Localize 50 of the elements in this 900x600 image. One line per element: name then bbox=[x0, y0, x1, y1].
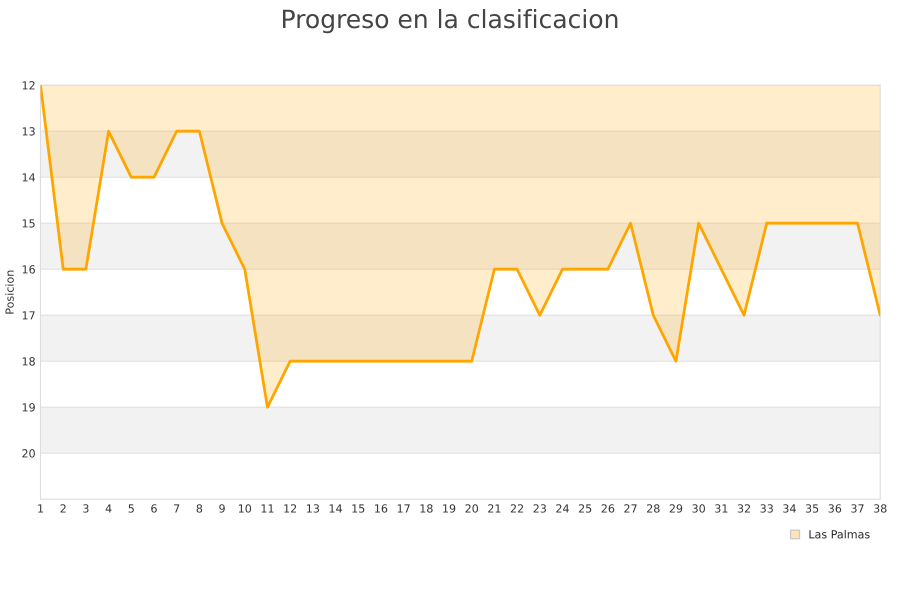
x-tick-label: 16 bbox=[375, 504, 388, 513]
x-tick-label: 6 bbox=[151, 504, 157, 513]
x-tick-label: 28 bbox=[647, 504, 660, 513]
y-tick-label: 16 bbox=[22, 265, 35, 274]
y-tick-label: 19 bbox=[22, 403, 35, 412]
y-tick-label: 17 bbox=[22, 311, 35, 320]
x-tick-label: 8 bbox=[196, 504, 202, 513]
y-tick-label: 15 bbox=[22, 219, 35, 228]
x-tick-label: 5 bbox=[128, 504, 134, 513]
x-tick-label: 37 bbox=[851, 504, 864, 513]
x-tick-label: 36 bbox=[828, 504, 842, 513]
x-tick-label: 18 bbox=[420, 504, 433, 513]
x-tick-label: 7 bbox=[174, 504, 180, 513]
x-tick-label: 3 bbox=[83, 504, 89, 513]
x-tick-label: 38 bbox=[874, 504, 887, 513]
x-tick-label: 22 bbox=[510, 504, 524, 513]
x-tick-label: 23 bbox=[534, 504, 546, 513]
y-tick-label: 12 bbox=[22, 81, 35, 90]
x-tick-label: 17 bbox=[398, 504, 410, 513]
x-tick-label: 25 bbox=[578, 504, 592, 513]
x-tick-label: 13 bbox=[306, 504, 320, 513]
chart-title: Progreso en la clasificacion bbox=[283, 9, 618, 34]
x-tick-label: 14 bbox=[330, 504, 342, 513]
x-tick-label: 11 bbox=[262, 504, 274, 513]
x-tick-label: 27 bbox=[624, 504, 637, 513]
x-tick-label: 12 bbox=[284, 504, 296, 513]
legend-label: Las Palmas bbox=[809, 530, 870, 538]
x-tick-label: 32 bbox=[738, 504, 750, 513]
y-tick-label: 18 bbox=[22, 357, 35, 366]
x-tick-label: 2 bbox=[60, 504, 66, 513]
x-tick-label: 24 bbox=[556, 504, 569, 513]
x-tick-label: 4 bbox=[106, 504, 112, 513]
x-tick-label: 20 bbox=[465, 504, 478, 513]
x-tick-label: 9 bbox=[219, 504, 225, 513]
y-axis-title: Posicion bbox=[5, 270, 14, 314]
x-tick-label: 1 bbox=[38, 504, 44, 513]
x-tick-label: 35 bbox=[806, 504, 818, 513]
x-tick-label: 29 bbox=[670, 504, 682, 513]
x-tick-label: 31 bbox=[715, 504, 728, 513]
x-tick-label: 33 bbox=[760, 504, 773, 513]
x-tick-label: 26 bbox=[602, 504, 614, 513]
x-tick-label: 15 bbox=[352, 504, 364, 513]
y-tick-label: 20 bbox=[22, 449, 35, 458]
x-tick-label: 10 bbox=[238, 504, 252, 513]
x-tick-label: 34 bbox=[783, 504, 796, 513]
y-tick-label: 13 bbox=[22, 127, 35, 136]
x-tick-label: 30 bbox=[692, 504, 705, 513]
x-tick-label: 19 bbox=[443, 504, 456, 513]
x-tick-label: 21 bbox=[488, 504, 500, 513]
y-tick-label: 14 bbox=[22, 173, 36, 182]
